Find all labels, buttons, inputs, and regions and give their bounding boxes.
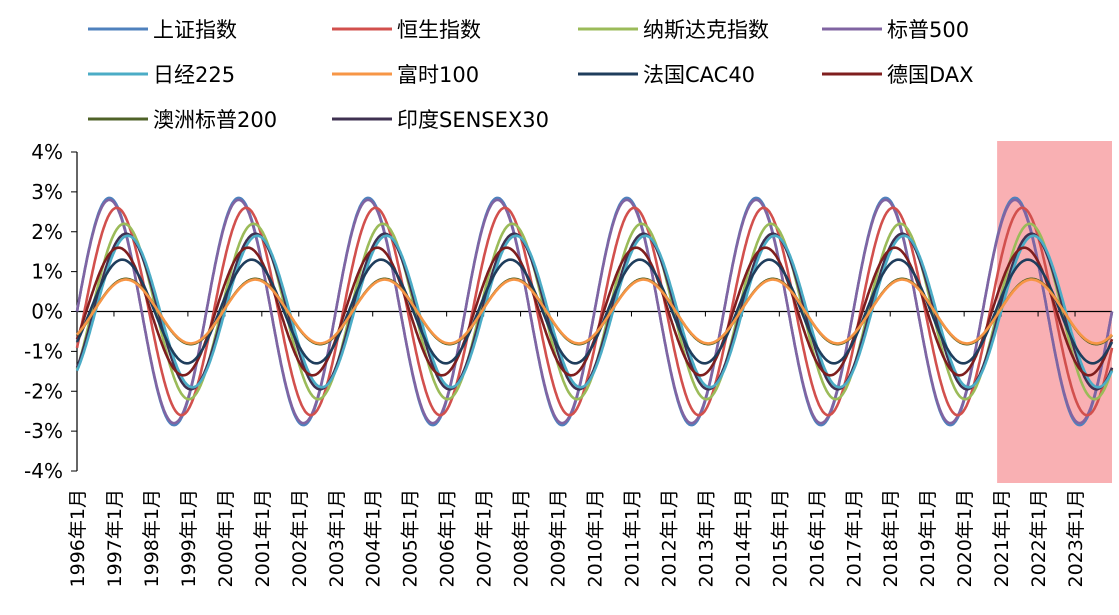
- x-tick-label: 2017年1月: [843, 489, 865, 587]
- x-tick-label: 2014年1月: [732, 489, 754, 587]
- legend-label: 澳洲标普200: [153, 108, 277, 132]
- x-tick-label: 2012年1月: [658, 489, 680, 587]
- x-tick-label: 2019年1月: [917, 489, 939, 587]
- series-line: [75, 198, 1114, 425]
- x-tick-label: 2020年1月: [954, 489, 976, 587]
- x-tick-label: 2016年1月: [806, 489, 828, 587]
- legend-label: 印度SENSEX30: [397, 108, 549, 132]
- x-tick-label: 2004年1月: [363, 489, 385, 587]
- x-tick-label: 2006年1月: [437, 489, 459, 587]
- x-tick-label: 2013年1月: [695, 489, 717, 587]
- x-tick-label: 2022年1月: [1028, 489, 1050, 587]
- x-tick-label: 2011年1月: [621, 489, 643, 587]
- x-tick-label: 2023年1月: [1065, 489, 1087, 587]
- x-tick-label: 2018年1月: [880, 489, 902, 587]
- y-tick-label: -4%: [24, 459, 63, 483]
- y-tick-label: -2%: [24, 379, 63, 403]
- legend-label: 德国DAX: [887, 63, 974, 87]
- x-tick-label: 1998年1月: [141, 489, 163, 587]
- series-line: [75, 234, 1114, 389]
- x-tick-label: 1996年1月: [67, 489, 89, 587]
- x-tick-label: 2010年1月: [585, 489, 607, 587]
- legend-label: 标普500: [887, 18, 969, 42]
- x-tick-label: 2021年1月: [991, 489, 1013, 587]
- x-tick-label: 1997年1月: [104, 489, 126, 587]
- x-tick-label: 1999年1月: [178, 489, 200, 587]
- legend-label: 富时100: [397, 63, 479, 87]
- x-tick-label: 2001年1月: [252, 489, 274, 587]
- x-tick-label: 2015年1月: [769, 489, 791, 587]
- y-tick-label: 0%: [31, 300, 63, 324]
- legend-label: 恒生指数: [397, 18, 481, 42]
- y-tick-label: 4%: [31, 140, 63, 164]
- legend-label: 日经225: [153, 63, 235, 87]
- series-line: [75, 206, 1114, 417]
- x-tick-label: 2002年1月: [289, 489, 311, 587]
- series-line: [75, 258, 1114, 365]
- series-line: [76, 278, 1113, 345]
- y-tick-label: 2%: [31, 220, 63, 244]
- y-tick-label: 1%: [31, 260, 63, 284]
- legend-label: 上证指数: [153, 18, 237, 42]
- y-tick-label: -1%: [24, 339, 63, 363]
- x-tick-label: 2000年1月: [215, 489, 237, 587]
- y-tick-label: -3%: [24, 419, 63, 443]
- x-tick-label: 2008年1月: [511, 489, 533, 587]
- y-tick-label: 3%: [31, 180, 63, 204]
- x-tick-label: 2007年1月: [474, 489, 496, 587]
- legend-label: 法国CAC40: [643, 63, 755, 87]
- legend-label: 纳斯达克指数: [643, 18, 769, 42]
- x-tick-label: 2003年1月: [326, 489, 348, 587]
- x-tick-label: 2009年1月: [548, 489, 570, 587]
- x-tick-label: 2005年1月: [400, 489, 422, 587]
